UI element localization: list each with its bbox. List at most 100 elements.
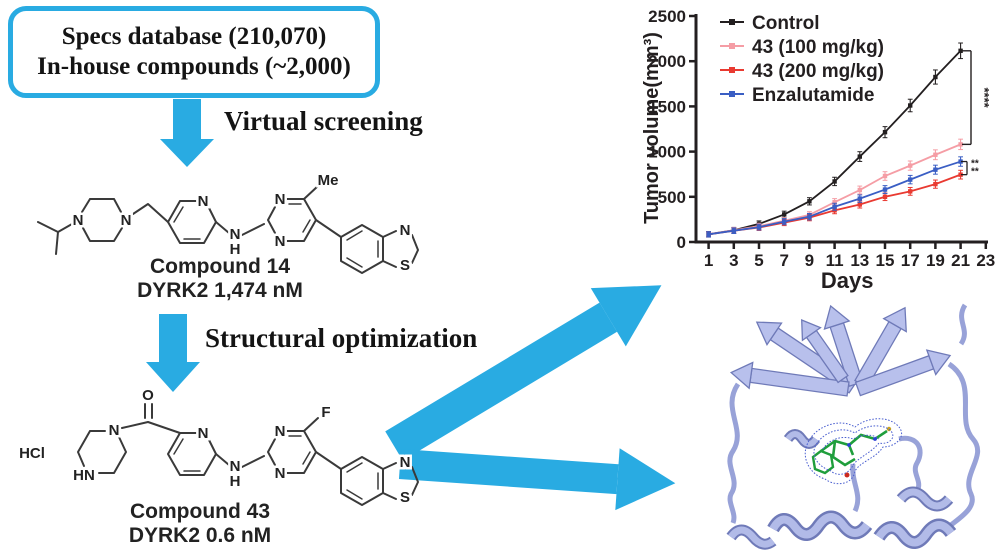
legend-marker <box>729 91 735 97</box>
bond-skeleton <box>37 185 419 274</box>
database-line-1: Specs database (210,070) <box>61 23 327 50</box>
data-point <box>933 74 938 80</box>
data-point <box>908 163 913 168</box>
data-point <box>782 219 787 224</box>
database-line-2: In-house compounds (~2,000) <box>37 53 351 80</box>
data-point <box>832 200 837 205</box>
compound-43-name: Compound 43 <box>130 500 270 523</box>
data-point <box>933 181 938 187</box>
virtual-screening-arrow <box>160 99 214 167</box>
data-point <box>933 152 938 157</box>
x-tick-label: 1 <box>704 251 713 270</box>
data-point <box>882 187 888 192</box>
data-point <box>958 142 963 147</box>
legend-marker <box>729 67 735 73</box>
data-point <box>933 167 938 172</box>
data-point <box>882 194 888 199</box>
atom-label: N <box>275 191 286 208</box>
data-point <box>857 196 862 201</box>
data-point <box>857 202 862 207</box>
data-point <box>731 228 736 233</box>
structural-optimization-label: Structural optimization <box>205 323 478 353</box>
ligand-density-mesh <box>804 418 903 485</box>
data-point <box>782 212 787 217</box>
x-tick-label: 11 <box>826 251 844 270</box>
alpha-helix <box>726 429 957 550</box>
y-tick-label: 500 <box>658 188 686 207</box>
atom-label: N <box>230 226 241 243</box>
data-point <box>908 177 913 182</box>
data-point <box>882 129 888 135</box>
atom-label: Me <box>318 172 339 189</box>
legend-marker <box>729 43 735 49</box>
structural-optimization-arrow <box>146 314 200 392</box>
x-tick-label: 19 <box>926 251 945 270</box>
x-tick-label: 21 <box>951 251 970 270</box>
data-point <box>857 154 862 159</box>
data-point <box>882 173 888 179</box>
data-point <box>832 204 837 209</box>
compound-43-structure: HCl HN N O N N H N N F N S <box>17 385 419 509</box>
legend-marker <box>729 19 735 25</box>
compound-14-activity: DYRK2 1,474 nM <box>137 279 303 302</box>
atom-label: N <box>109 422 120 439</box>
legend-label: Control <box>752 13 820 34</box>
x-tick-label: 9 <box>805 251 814 270</box>
significance-label: ** <box>971 167 979 178</box>
y-axis-title: Tumor volume(mm³) <box>641 32 663 224</box>
atom-label: N <box>121 212 132 229</box>
data-point <box>807 214 812 219</box>
y-tick-label: 2500 <box>648 7 686 26</box>
data-point <box>908 189 913 194</box>
bond-skeleton <box>77 403 419 506</box>
virtual-screening-label: Virtual screening <box>224 106 423 136</box>
atom-label: N <box>275 233 286 250</box>
data-point <box>857 187 862 193</box>
atom-label: H <box>230 473 241 490</box>
atom-label: N <box>275 423 286 440</box>
y-tick-label: 2000 <box>648 52 686 71</box>
legend-label: Enzalutamide <box>752 85 874 106</box>
x-tick-label: 17 <box>901 251 920 270</box>
protein-structure-image <box>726 303 981 550</box>
atom-label: S <box>400 489 410 506</box>
x-tick-label: 3 <box>729 251 738 270</box>
x-tick-label: 13 <box>850 251 869 270</box>
loop <box>727 303 981 527</box>
x-tick-label: 7 <box>779 251 788 270</box>
data-point <box>958 48 963 54</box>
x-tick-label: 5 <box>754 251 763 270</box>
atom-label: N <box>198 193 209 210</box>
data-point <box>958 159 963 164</box>
series-line <box>708 143 961 236</box>
salt-label: HCl <box>19 445 45 462</box>
x-tick-label: 15 <box>876 251 895 270</box>
atom-label: F <box>321 404 330 421</box>
x-tick-label: 23 <box>976 251 995 270</box>
series-line <box>708 160 961 236</box>
beta-sheet <box>729 304 952 397</box>
atom-label: N <box>275 465 286 482</box>
legend-label: 43 (100 mg/kg) <box>752 37 884 58</box>
atom-label: HN <box>73 467 95 484</box>
atom-label: N <box>230 458 241 475</box>
data-point <box>958 172 963 177</box>
atom-label: O <box>142 387 154 404</box>
atom-label: N <box>400 222 411 239</box>
atom-label: N <box>73 212 84 229</box>
atom-label: N <box>198 425 209 442</box>
significance-label: **** <box>977 87 992 108</box>
y-tick-label: 1000 <box>648 143 686 162</box>
data-point <box>706 232 711 237</box>
data-point <box>756 224 762 230</box>
data-point <box>807 199 812 204</box>
atom-label: H <box>230 241 241 258</box>
compound-43-activity: DYRK2 0.6 nM <box>128 524 272 547</box>
database-box: Specs database (210,070) In-house compou… <box>8 6 380 98</box>
atom-label: N <box>400 454 411 471</box>
data-point <box>832 179 837 184</box>
y-tick-label: 1500 <box>648 97 686 116</box>
compound-14-structure: N N N N H N N Me N S <box>37 170 419 277</box>
